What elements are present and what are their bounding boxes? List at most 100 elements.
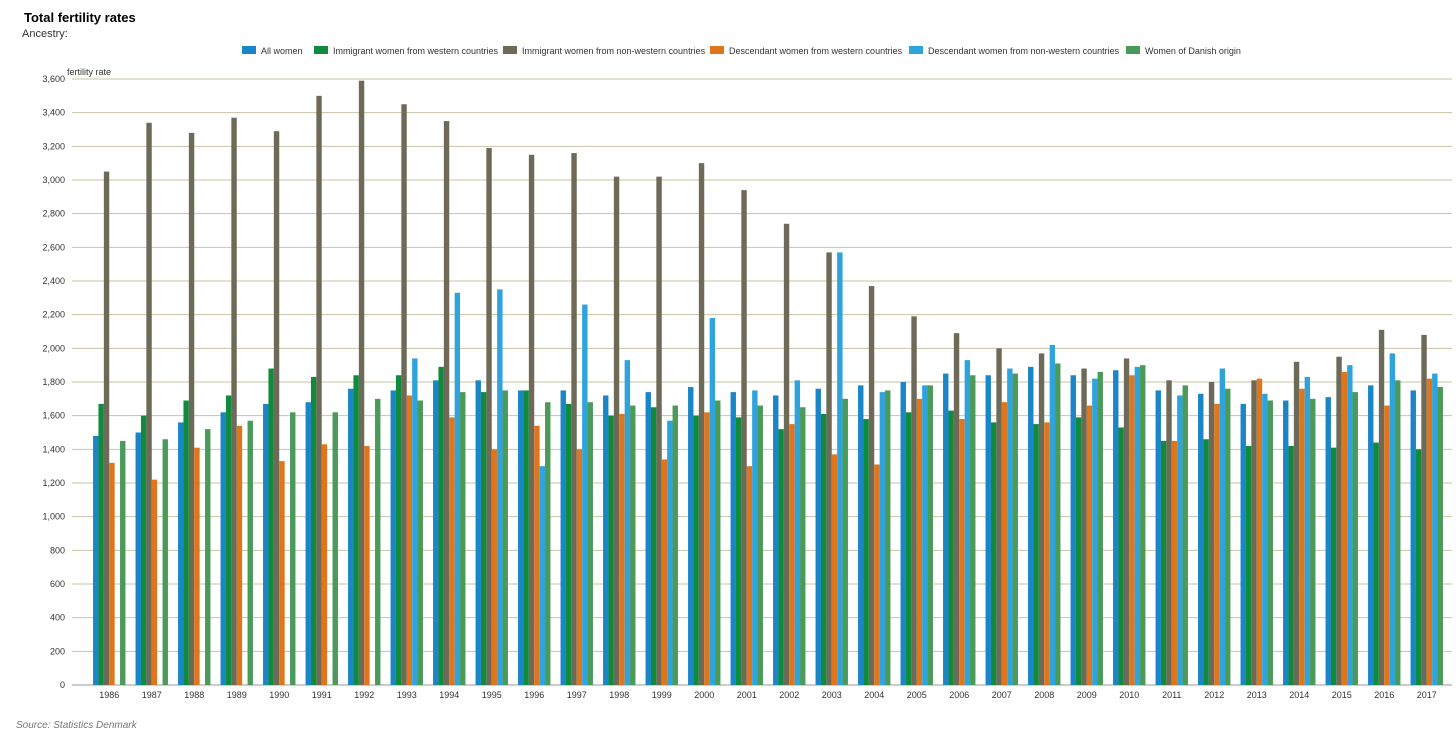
bar xyxy=(1378,329,1385,685)
bar xyxy=(231,117,237,685)
bar xyxy=(1123,358,1130,685)
bar xyxy=(205,429,211,685)
bar xyxy=(1368,385,1374,685)
bar xyxy=(959,419,965,685)
bar xyxy=(582,304,588,685)
bar xyxy=(1160,440,1167,685)
bar xyxy=(273,131,280,685)
bar xyxy=(1373,442,1379,685)
bar xyxy=(1055,363,1061,685)
bar xyxy=(953,333,960,685)
bar xyxy=(672,405,678,685)
bar xyxy=(619,413,625,685)
x-tick-label: 2010 xyxy=(1119,690,1139,700)
bar xyxy=(1426,378,1433,685)
bar xyxy=(194,447,200,685)
y-axis-ticks: 0 200 400 600 800 1,000 1,200 1,400 1,600 1,800 2,… xyxy=(42,74,65,690)
bar xyxy=(927,385,933,685)
bar xyxy=(1352,392,1358,685)
x-tick-label: 1999 xyxy=(652,690,672,700)
bar xyxy=(650,407,657,685)
bar xyxy=(247,420,253,685)
bar xyxy=(332,412,338,685)
bar xyxy=(576,449,583,685)
bar xyxy=(1171,440,1178,685)
x-tick-label: 2009 xyxy=(1077,690,1097,700)
legend-swatch xyxy=(314,46,328,54)
bar xyxy=(1081,368,1087,685)
bar xyxy=(1341,371,1348,685)
bar xyxy=(1256,378,1263,685)
legend-item[interactable]: Descendant women from western countries xyxy=(710,46,903,56)
bar xyxy=(985,375,991,685)
legend-label: Descendant women from non-western countr… xyxy=(928,46,1120,56)
bar xyxy=(1214,403,1220,685)
y-tick-label: 3,600 xyxy=(42,74,65,84)
bar xyxy=(539,466,546,685)
bar xyxy=(874,464,880,685)
x-tick-label: 1986 xyxy=(99,690,119,700)
bar xyxy=(1092,378,1098,685)
bar xyxy=(757,405,763,685)
bar xyxy=(375,398,381,685)
legend-item[interactable]: Women of Danish origin xyxy=(1126,46,1241,56)
bar xyxy=(603,395,609,685)
bar xyxy=(1203,439,1209,685)
bar xyxy=(460,392,466,685)
legend-swatch xyxy=(242,46,256,54)
bar xyxy=(1166,380,1172,685)
y-tick-label: 1,800 xyxy=(42,377,65,387)
bar xyxy=(863,419,869,685)
bar xyxy=(1118,427,1124,685)
bar xyxy=(316,95,322,686)
bar xyxy=(358,80,365,685)
legend-item[interactable]: All women xyxy=(242,46,303,56)
bar xyxy=(480,392,487,685)
bar xyxy=(1086,405,1093,685)
y-tick-label: 2,000 xyxy=(42,343,65,353)
legend-swatch xyxy=(503,46,517,54)
bar xyxy=(1097,371,1103,685)
legend-item[interactable]: Immigrant women from non-western countri… xyxy=(503,46,706,56)
bar xyxy=(645,392,651,685)
bar xyxy=(449,417,455,685)
legend-swatch xyxy=(909,46,923,54)
x-tick-label: 1987 xyxy=(142,690,162,700)
bar xyxy=(103,171,110,686)
bar xyxy=(1044,422,1050,685)
bar xyxy=(911,316,917,685)
chart-subtitle: Ancestry: xyxy=(22,28,68,40)
legend: All women Immigrant women from western co… xyxy=(242,46,1241,56)
bar xyxy=(1325,397,1331,685)
bar xyxy=(1182,385,1188,685)
bar xyxy=(502,390,508,685)
bar xyxy=(534,425,540,685)
bar xyxy=(406,395,413,685)
bar xyxy=(395,375,402,685)
legend-label: Immigrant women from non-western countri… xyxy=(522,46,706,56)
bar xyxy=(1304,376,1311,685)
x-tick-label: 1994 xyxy=(439,690,459,700)
bar xyxy=(1437,387,1443,685)
bar xyxy=(624,360,631,685)
legend-item[interactable]: Descendant women from non-western countr… xyxy=(909,46,1120,56)
bar xyxy=(348,388,354,685)
bar xyxy=(1347,365,1353,685)
bar xyxy=(778,429,784,685)
x-tick-label: 2001 xyxy=(737,690,757,700)
bar xyxy=(698,163,705,685)
x-tick-label: 2016 xyxy=(1374,690,1394,700)
bar xyxy=(1336,356,1342,685)
y-tick-label: 2,200 xyxy=(42,310,65,320)
bar xyxy=(310,376,317,685)
legend-item[interactable]: Immigrant women from western countries xyxy=(314,46,499,56)
legend-swatch xyxy=(710,46,724,54)
bar xyxy=(545,402,551,685)
bar xyxy=(183,400,189,685)
bar xyxy=(709,318,716,685)
bar xyxy=(364,445,370,685)
x-tick-label: 1995 xyxy=(482,690,502,700)
bar xyxy=(587,402,593,685)
bar xyxy=(885,390,891,685)
bar xyxy=(321,444,328,685)
